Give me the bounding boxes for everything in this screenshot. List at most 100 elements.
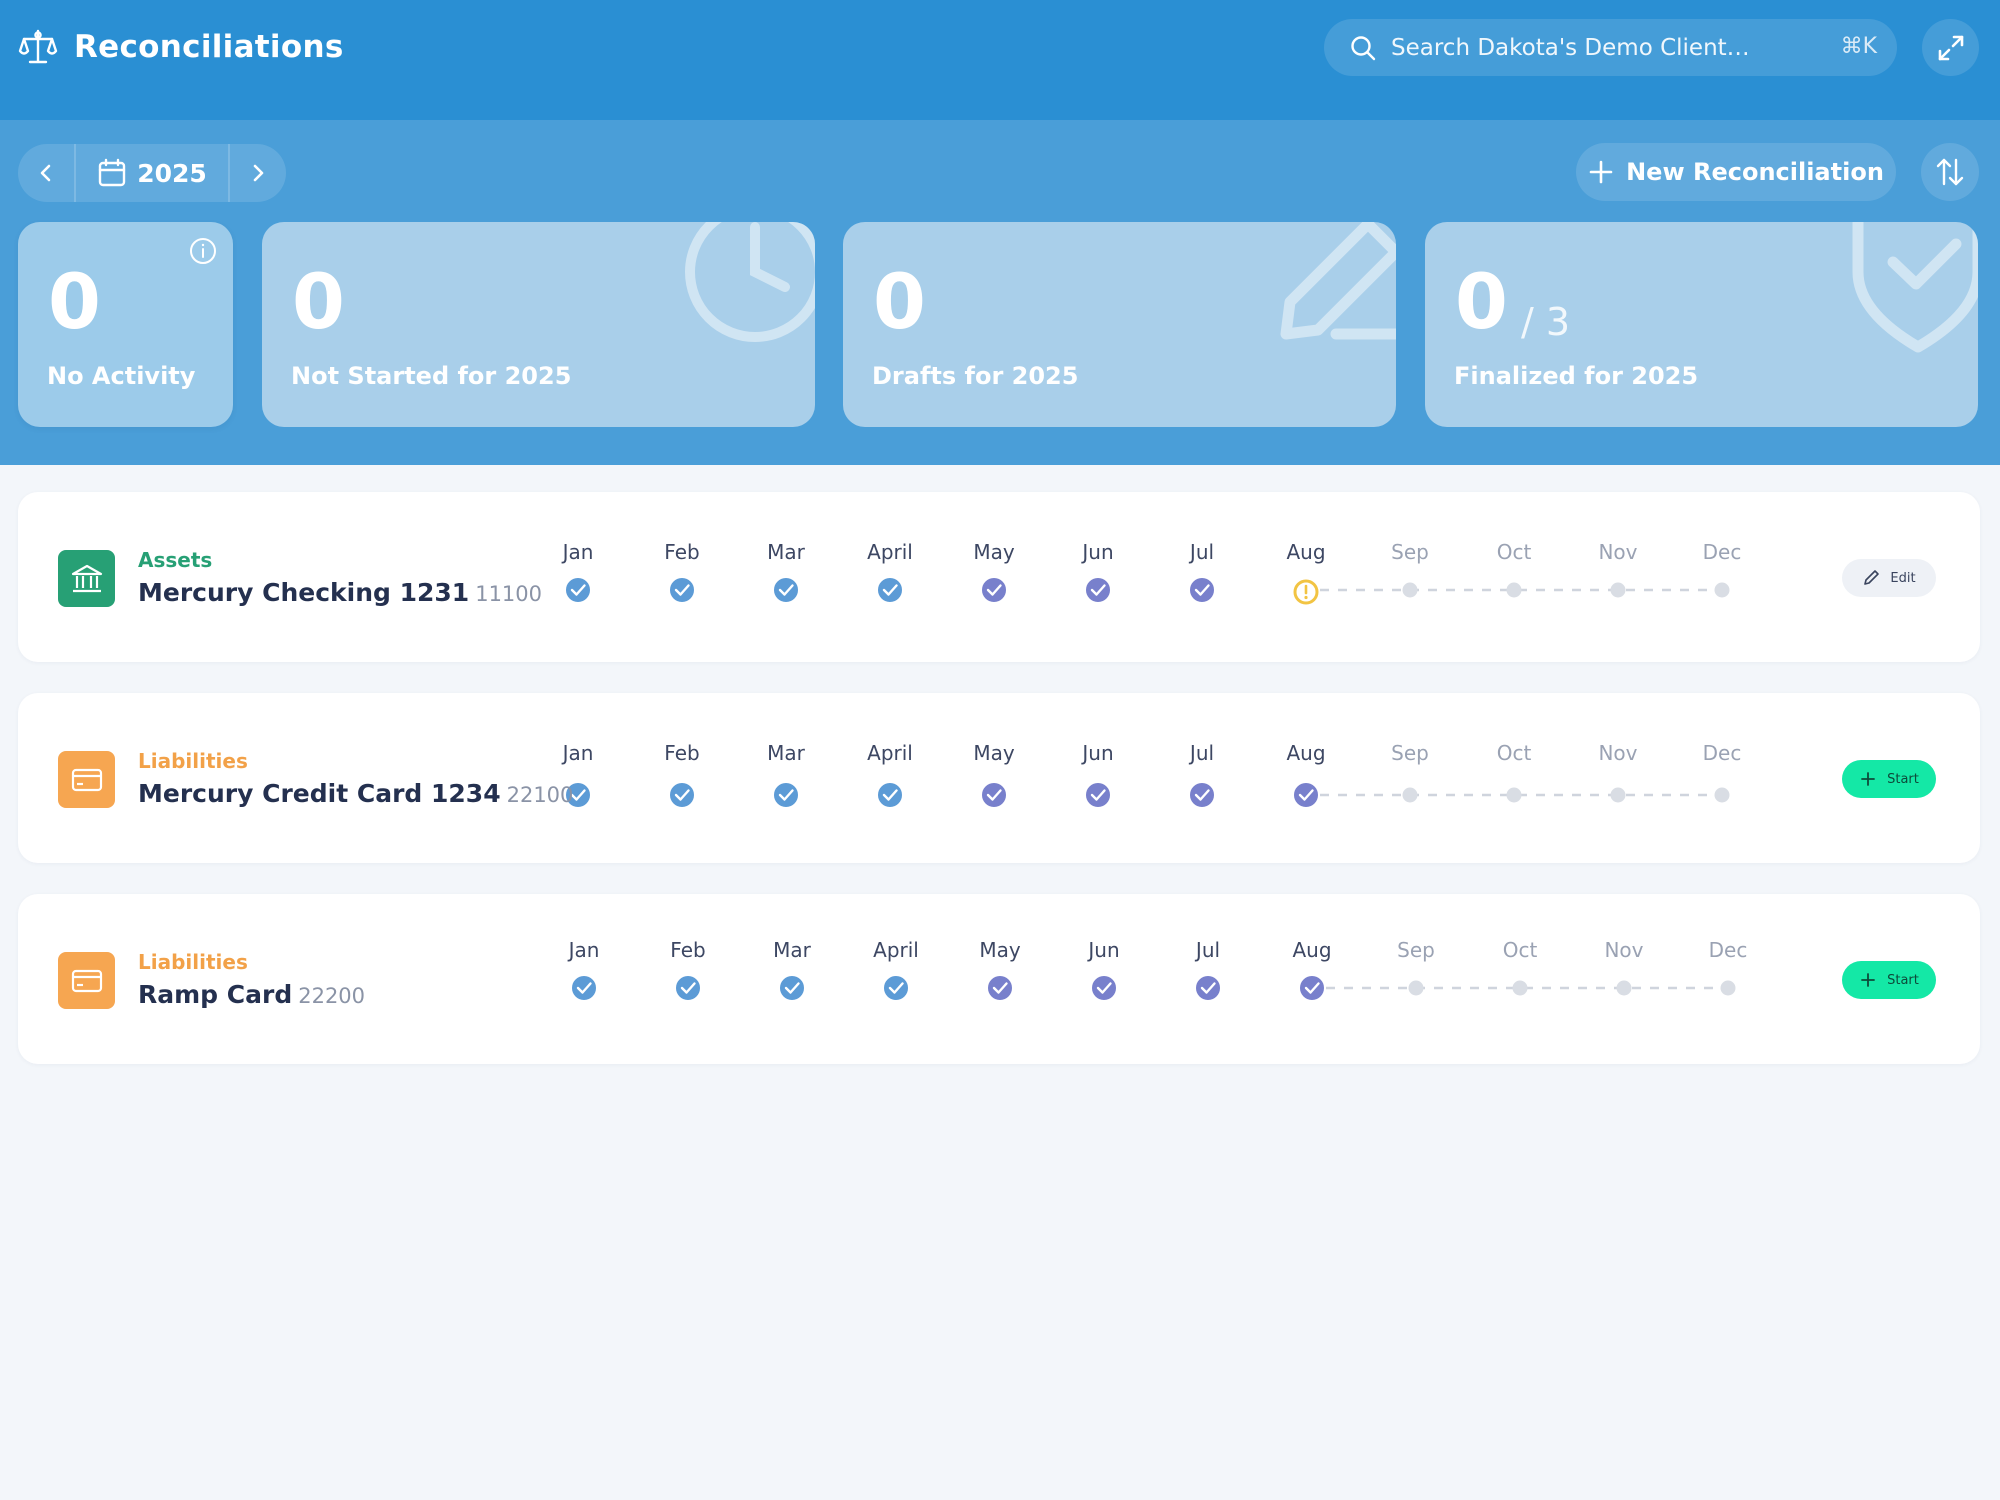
account-row[interactable]: Liabilities Ramp Card 22200 Start Jan Feb M…: [18, 894, 1980, 1064]
month-check-icon[interactable]: [876, 576, 904, 604]
month-check-icon[interactable]: [772, 781, 800, 809]
sort-button[interactable]: [1921, 143, 1979, 201]
stat-label: No Activity: [47, 362, 196, 390]
expand-button[interactable]: [1922, 19, 1979, 76]
timeline-track: [570, 974, 1736, 1002]
stat-total: / 3: [1521, 300, 1571, 344]
month-label-dec: Dec: [1708, 938, 1748, 962]
month-check-icon[interactable]: [1084, 576, 1112, 604]
month-label-sep: Sep: [1391, 741, 1429, 765]
month-label-aug: Aug: [1286, 540, 1326, 564]
summary-band: 2025 New Reconciliation 0 No Activity 0 …: [0, 120, 2000, 465]
search-icon: [1351, 35, 1376, 60]
top-bar: Reconciliations ⌘K: [0, 0, 2000, 120]
edit-button[interactable]: Edit: [1842, 559, 1936, 597]
account-name-text: Mercury Checking 1231: [138, 578, 470, 607]
month-label-oct: Oct: [1496, 540, 1532, 564]
stat-value: 0: [1455, 257, 1508, 346]
account-name: Ramp Card 22200: [138, 980, 365, 1009]
stat-card-not-started[interactable]: 0 Not Started for 2025: [262, 222, 815, 427]
month-check-icon[interactable]: [980, 576, 1008, 604]
credit-card-icon: [71, 969, 102, 992]
plus-icon: [1589, 160, 1613, 184]
stat-value: 0: [292, 257, 345, 346]
month-label-oct: Oct: [1496, 741, 1532, 765]
stat-card-no-activity[interactable]: 0 No Activity: [18, 222, 233, 427]
start-button[interactable]: Start: [1842, 961, 1936, 999]
month-empty-dot[interactable]: [1610, 787, 1626, 803]
month-empty-dot[interactable]: [1616, 980, 1632, 996]
month-check-icon[interactable]: [564, 576, 592, 604]
month-label-mar: Mar: [773, 938, 811, 962]
info-icon[interactable]: [188, 236, 218, 266]
month-empty-dot[interactable]: [1408, 980, 1424, 996]
month-check-icon[interactable]: [1084, 781, 1112, 809]
month-check-icon[interactable]: [674, 974, 702, 1002]
month-empty-dot[interactable]: [1506, 582, 1522, 598]
credit-card-icon: [71, 768, 102, 791]
month-empty-dot[interactable]: [1610, 582, 1626, 598]
app-title: Reconciliations: [18, 27, 344, 67]
month-empty-dot[interactable]: [1402, 787, 1418, 803]
month-check-icon[interactable]: [1090, 974, 1118, 1002]
month-check-icon[interactable]: [564, 781, 592, 809]
year-picker[interactable]: 2025: [76, 144, 228, 202]
chevron-left-icon: [40, 164, 51, 182]
month-label-feb: Feb: [664, 741, 700, 765]
month-empty-dot[interactable]: [1402, 582, 1418, 598]
month-check-icon[interactable]: [882, 974, 910, 1002]
search-bar[interactable]: ⌘K: [1324, 19, 1897, 76]
month-check-icon[interactable]: [1194, 974, 1222, 1002]
month-check-icon[interactable]: [1188, 576, 1216, 604]
previous-year-button[interactable]: [18, 144, 74, 202]
pencil-icon: [1280, 222, 1396, 340]
month-check-icon[interactable]: [772, 576, 800, 604]
search-input[interactable]: [1391, 34, 1811, 61]
new-reconciliation-label: New Reconciliation: [1626, 158, 1884, 186]
month-check-icon[interactable]: [570, 974, 598, 1002]
month-empty-dot[interactable]: [1720, 980, 1736, 996]
month-check-icon[interactable]: [778, 974, 806, 1002]
month-label-april: April: [867, 540, 913, 564]
month-check-icon[interactable]: [1188, 781, 1216, 809]
account-row[interactable]: Liabilities Mercury Credit Card 1234 2210…: [18, 693, 1980, 863]
month-empty-dot[interactable]: [1506, 787, 1522, 803]
month-empty-dot[interactable]: [1714, 582, 1730, 598]
month-warning-icon[interactable]: [1293, 579, 1319, 605]
month-check-icon[interactable]: [1292, 781, 1320, 809]
pencil-icon: [1864, 570, 1880, 585]
month-label-dec: Dec: [1702, 741, 1742, 765]
stat-label: Drafts for 2025: [872, 362, 1079, 390]
month-label-dec: Dec: [1702, 540, 1742, 564]
account-name: Mercury Checking 1231 11100: [138, 578, 542, 607]
new-reconciliation-button[interactable]: New Reconciliation: [1576, 143, 1896, 201]
account-category: Assets: [138, 548, 213, 572]
stat-card-finalized[interactable]: 0 / 3 Finalized for 2025: [1425, 222, 1978, 427]
month-check-icon[interactable]: [1298, 974, 1326, 1002]
month-label-nov: Nov: [1604, 938, 1644, 962]
account-number: 11100: [475, 582, 543, 606]
month-empty-dot[interactable]: [1512, 980, 1528, 996]
month-check-icon[interactable]: [980, 781, 1008, 809]
start-button[interactable]: Start: [1842, 760, 1936, 798]
month-label-feb: Feb: [664, 540, 700, 564]
month-label-mar: Mar: [767, 741, 805, 765]
stat-value: 0: [48, 257, 101, 346]
month-check-icon[interactable]: [986, 974, 1014, 1002]
account-name-text: Mercury Credit Card 1234: [138, 779, 501, 808]
month-check-icon[interactable]: [668, 781, 696, 809]
account-category: Liabilities: [138, 749, 248, 773]
month-label-april: April: [867, 741, 913, 765]
month-check-icon[interactable]: [668, 576, 696, 604]
account-name: Mercury Credit Card 1234 22100: [138, 779, 573, 808]
page-title: Reconciliations: [74, 29, 344, 65]
stat-card-drafts[interactable]: 0 Drafts for 2025: [843, 222, 1396, 427]
next-year-button[interactable]: [230, 144, 286, 202]
account-row[interactable]: Assets Mercury Checking 1231 11100 Edit J…: [18, 492, 1980, 662]
month-check-icon[interactable]: [876, 781, 904, 809]
edit-button-label: Edit: [1890, 570, 1916, 586]
month-empty-dot[interactable]: [1714, 787, 1730, 803]
start-button-label: Start: [1887, 771, 1919, 787]
expand-icon: [1938, 35, 1963, 60]
clock-icon: [685, 222, 815, 342]
